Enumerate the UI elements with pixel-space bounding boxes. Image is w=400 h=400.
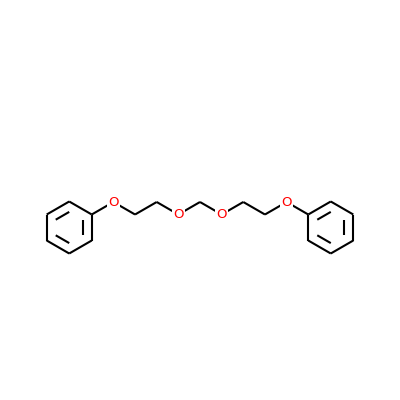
Text: O: O bbox=[108, 196, 119, 208]
Text: O: O bbox=[173, 208, 184, 221]
Text: O: O bbox=[216, 208, 227, 221]
Text: O: O bbox=[281, 196, 292, 208]
